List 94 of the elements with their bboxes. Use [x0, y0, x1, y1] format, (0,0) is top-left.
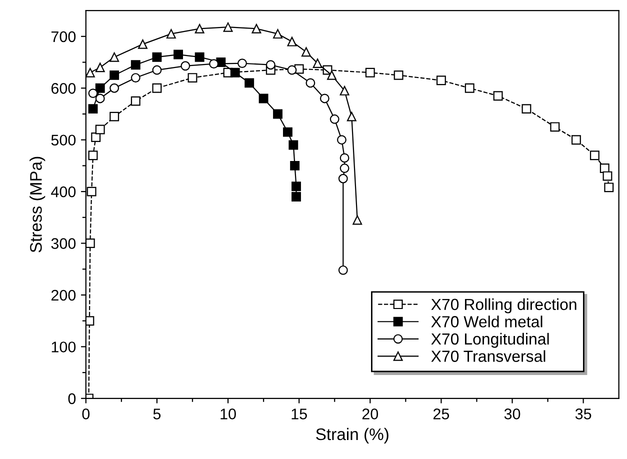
point	[306, 78, 316, 88]
point	[86, 186, 96, 196]
point	[338, 265, 348, 275]
x-tick-label: 10	[220, 408, 236, 420]
point	[110, 70, 120, 80]
point	[88, 104, 98, 114]
point	[230, 68, 240, 78]
point	[91, 132, 101, 142]
point	[604, 182, 614, 192]
point	[327, 70, 336, 80]
point	[282, 127, 292, 137]
point	[252, 24, 262, 34]
point	[365, 68, 375, 78]
point	[95, 94, 105, 104]
point	[244, 78, 254, 88]
y-tick-label: 700	[51, 31, 76, 42]
point	[130, 73, 140, 83]
point	[340, 164, 350, 174]
point	[336, 135, 346, 145]
point	[292, 182, 301, 192]
x-tick-label: 15	[292, 408, 307, 420]
point	[95, 124, 105, 134]
point	[152, 83, 162, 93]
point	[223, 22, 233, 32]
point	[86, 68, 95, 78]
x-tick-label: 0	[82, 408, 90, 420]
legend-label: X70 Longitudinal	[431, 332, 549, 348]
legend-label: X70 Transversal	[431, 350, 546, 362]
y-tick-label: 100	[52, 342, 76, 352]
point	[152, 65, 162, 75]
point	[273, 109, 282, 119]
point	[550, 122, 560, 132]
point	[600, 164, 610, 174]
point	[238, 58, 247, 68]
x-tick-label: 20	[362, 408, 378, 420]
point	[152, 52, 162, 62]
point	[340, 86, 350, 96]
x-axis-title: Strain (%)	[316, 428, 388, 444]
point	[130, 60, 140, 70]
legend-label: X70 Rolling direction	[431, 298, 576, 314]
point	[346, 112, 356, 122]
point	[602, 171, 612, 181]
x-tick-label: 35	[575, 408, 592, 420]
point	[138, 39, 148, 49]
point	[288, 140, 298, 150]
point	[88, 150, 98, 160]
point	[180, 61, 190, 71]
point	[110, 83, 120, 93]
point	[209, 59, 219, 69]
point	[166, 29, 176, 39]
point	[290, 160, 300, 170]
point	[340, 153, 350, 163]
point	[571, 135, 581, 145]
point	[394, 70, 404, 80]
point	[464, 83, 474, 93]
point	[95, 83, 105, 93]
point	[273, 29, 282, 39]
point	[188, 73, 198, 83]
y-tick-label: 500	[51, 134, 76, 146]
y-tick-label: 300	[51, 238, 76, 249]
x-tick-label: 30	[504, 408, 520, 420]
point	[266, 60, 276, 70]
y-tick-label: 200	[51, 290, 76, 301]
point	[174, 50, 183, 60]
y-axis-title: Stress (MPa)	[30, 156, 46, 252]
point	[95, 62, 105, 72]
point	[194, 24, 204, 34]
point	[312, 58, 322, 68]
point	[522, 104, 532, 114]
y-tick-label: 600	[51, 82, 76, 94]
point	[86, 238, 95, 248]
point	[287, 36, 297, 46]
point	[110, 52, 120, 62]
point	[590, 150, 600, 160]
point	[301, 47, 311, 57]
y-tick-label: 0	[68, 393, 76, 404]
point	[287, 65, 297, 75]
point	[338, 174, 348, 184]
point	[88, 88, 98, 98]
point	[86, 316, 94, 326]
point	[110, 112, 120, 122]
y-tick-label: 400	[51, 186, 76, 198]
x-tick-label: 25	[433, 408, 450, 420]
point	[130, 96, 140, 106]
point	[194, 52, 204, 62]
x-tick-label: 5	[153, 408, 161, 420]
point	[352, 215, 362, 225]
point	[258, 94, 268, 104]
point	[320, 94, 330, 104]
point	[436, 76, 446, 86]
legend-label: X70 Weld metal	[431, 316, 542, 328]
point	[330, 114, 340, 124]
point	[292, 192, 301, 202]
point	[493, 91, 503, 101]
